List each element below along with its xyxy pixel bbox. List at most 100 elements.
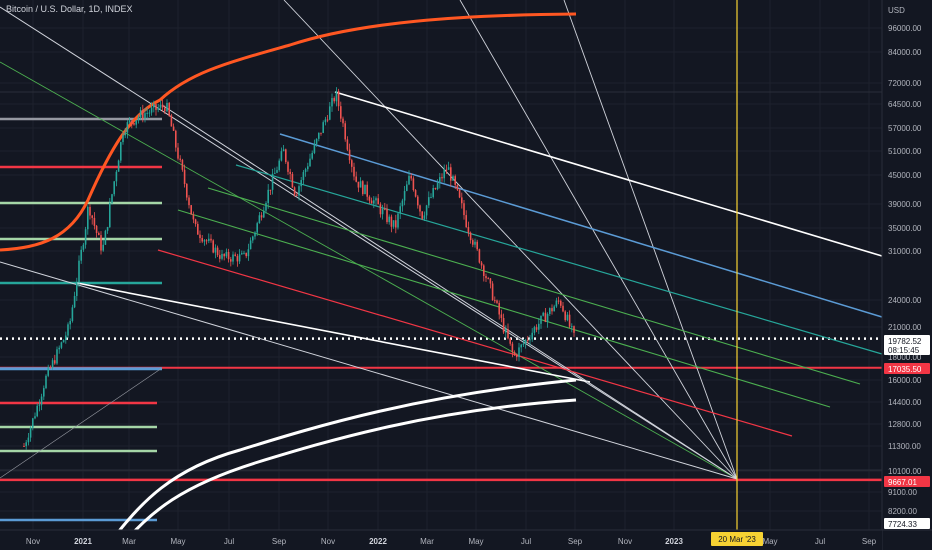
candle-body — [487, 278, 489, 280]
candle-body — [271, 173, 274, 190]
candle-body — [342, 118, 344, 124]
candle-body — [82, 244, 85, 250]
x-tick-label: Sep — [568, 537, 583, 546]
candle-body — [307, 166, 309, 170]
candle-body — [212, 240, 214, 253]
candle-body — [478, 249, 481, 263]
candle-body — [441, 177, 443, 179]
candle-body — [357, 181, 360, 188]
candle-body — [43, 388, 45, 397]
candle-body — [546, 314, 549, 322]
trend-line — [334, 91, 883, 257]
candle-body — [252, 236, 254, 241]
candle-body — [98, 232, 100, 236]
candle-body — [45, 375, 47, 389]
candle-body — [322, 122, 324, 133]
trend-line — [235, 164, 883, 355]
candle-body — [445, 169, 448, 171]
candle-body — [399, 206, 401, 214]
candle-body — [181, 159, 184, 170]
y-tick-label: 64500.00 — [888, 100, 922, 109]
candle-body — [205, 240, 208, 242]
candle-body — [280, 151, 283, 161]
price-label-box — [884, 363, 930, 374]
candle-body — [421, 211, 423, 219]
candle-body — [89, 206, 91, 216]
candle-body — [87, 206, 89, 230]
candle-body — [150, 107, 153, 113]
candle-body — [395, 220, 397, 228]
candle-body — [509, 338, 511, 344]
candle-body — [439, 177, 441, 184]
trend-line — [283, 0, 738, 480]
y-tick-label: 72000.00 — [888, 79, 922, 88]
candle-body — [155, 104, 157, 110]
candle-body — [27, 437, 30, 443]
candle-body — [175, 130, 177, 148]
y-tick-label: 18000.00 — [888, 353, 922, 362]
candle-body — [208, 238, 210, 241]
candle-body — [320, 132, 322, 134]
candle-body — [485, 275, 487, 279]
candle-body — [254, 232, 256, 237]
candles — [23, 87, 575, 450]
y-tick-label: 11300.00 — [888, 442, 921, 451]
candle-body — [436, 183, 439, 190]
candle-body — [535, 327, 538, 330]
candle-body — [269, 189, 272, 191]
y-tick-label: 8200.00 — [888, 507, 917, 516]
candle-body — [170, 115, 173, 127]
candle-body — [113, 181, 115, 195]
candle-body — [568, 314, 571, 327]
y-tick-label: 21000.00 — [888, 323, 922, 332]
candle-body — [243, 252, 245, 254]
white-band-lower — [116, 398, 577, 550]
trend-line — [563, 0, 738, 480]
candle-body — [384, 208, 386, 210]
candle-body — [406, 184, 408, 191]
candle-body — [513, 352, 516, 356]
y-tick-label: 35000.00 — [888, 224, 922, 233]
candle-body — [549, 308, 551, 315]
x-tick-label: Nov — [26, 537, 40, 546]
candle-body — [447, 167, 450, 170]
candle-body — [313, 143, 316, 153]
candle-body — [102, 244, 104, 251]
chart-title: Bitcoin / U.S. Dollar, 1D, INDEX — [6, 4, 133, 14]
candle-body — [527, 339, 529, 341]
candle-body — [227, 251, 230, 260]
candle-body — [106, 227, 109, 231]
candle-body — [67, 324, 69, 336]
trend-line — [76, 282, 591, 383]
candle-body — [221, 253, 223, 259]
candle-body — [324, 119, 327, 123]
candle-body — [410, 175, 412, 179]
candle-body — [139, 110, 142, 118]
candle-body — [516, 355, 518, 358]
candle-body — [146, 112, 148, 114]
candle-body — [456, 184, 459, 190]
candle-body — [362, 181, 364, 195]
trend-line — [0, 6, 738, 480]
candle-body — [392, 220, 395, 227]
candle-body — [157, 107, 159, 110]
trend-line — [0, 367, 163, 479]
price-label-value: 7724.33 — [888, 520, 917, 529]
candle-body — [474, 241, 476, 245]
candle-body — [529, 339, 531, 341]
x-tick-label: Sep — [862, 537, 877, 546]
candle-body — [126, 122, 129, 133]
candle-body — [531, 332, 533, 340]
candle-body — [315, 138, 318, 144]
candle-body — [386, 208, 388, 223]
candle-body — [359, 181, 362, 188]
candle-body — [366, 184, 368, 197]
candle-body — [219, 255, 221, 259]
candle-body — [351, 160, 353, 167]
candle-body — [232, 254, 234, 262]
candle-body — [133, 123, 135, 125]
